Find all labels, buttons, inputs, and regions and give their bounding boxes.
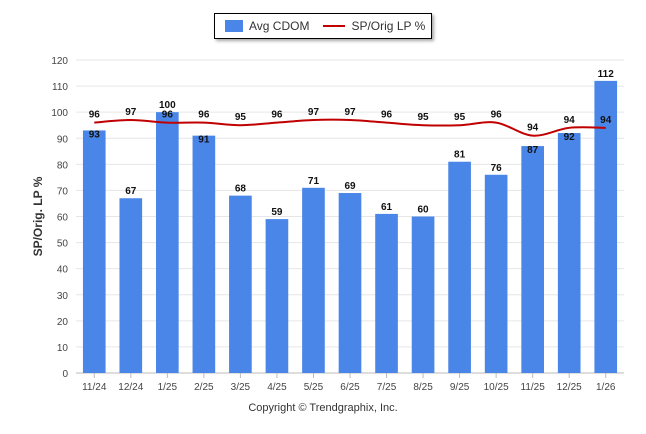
bar-data-label: 92: [564, 132, 576, 143]
y-axis-title: SP/Orig. LP %: [31, 176, 45, 256]
x-tick-label: 10/25: [484, 382, 509, 393]
bar-data-label: 93: [89, 129, 101, 140]
x-tick-label: 1/26: [596, 382, 616, 393]
x-tick-label: 4/25: [267, 382, 287, 393]
bar-avg-cdom: [229, 195, 252, 373]
bar-data-label: 69: [344, 181, 356, 192]
line-data-label: 94: [527, 123, 539, 134]
line-data-label: 96: [162, 110, 174, 121]
y-tick-label: 100: [51, 108, 68, 119]
bar-data-label: 61: [381, 202, 393, 213]
bar-data-label: 87: [527, 145, 539, 156]
legend-item-avg-cdom[interactable]: Avg CDOM: [215, 19, 309, 33]
x-tick-label: 12/25: [557, 382, 582, 393]
y-tick-label: 30: [57, 291, 69, 302]
bar-data-label: 112: [598, 69, 615, 80]
y-tick-label: 120: [51, 56, 68, 67]
x-tick-label: 11/25: [521, 382, 546, 393]
legend-line-swatch: [323, 25, 346, 27]
bar-data-label: 71: [308, 176, 320, 187]
line-sp-orig-lp: [94, 118, 606, 137]
bar-avg-cdom: [82, 130, 106, 373]
bar-avg-cdom: [521, 146, 544, 373]
line-data-label: 95: [454, 112, 466, 123]
y-tick-label: 110: [52, 82, 68, 93]
y-tick-label: 10: [57, 343, 69, 354]
x-tick-label: 12/24: [118, 382, 143, 393]
x-tick-label: 8/25: [413, 382, 433, 393]
line-data-label: 97: [344, 107, 356, 118]
legend-item-sp-orig-lp[interactable]: SP/Orig LP %: [309, 19, 425, 33]
line-data-label: 97: [308, 107, 320, 118]
bar-data-label: 68: [235, 184, 247, 195]
line-data-label: 94: [600, 115, 612, 126]
bar-data-label: 60: [418, 205, 430, 216]
bar-data-label: 81: [454, 150, 466, 161]
bar-avg-cdom: [119, 198, 143, 373]
bar-avg-cdom: [557, 133, 581, 373]
bar-data-label: 67: [125, 186, 137, 197]
legend-label-avg-cdom: Avg CDOM: [249, 19, 310, 33]
y-tick-label: 70: [57, 186, 69, 197]
bar-avg-cdom: [265, 219, 289, 373]
y-tick-label: 50: [57, 239, 69, 250]
x-tick-label: 7/25: [377, 382, 397, 393]
line-data-label: 95: [235, 112, 247, 123]
bar-data-label: 59: [271, 207, 283, 218]
legend-bar-swatch: [225, 20, 243, 32]
line-data-label: 94: [564, 115, 576, 126]
line-data-label: 97: [125, 107, 137, 118]
y-tick-label: 80: [57, 160, 69, 171]
y-tick-label: 20: [57, 317, 69, 328]
line-data-label: 96: [89, 110, 101, 121]
bar-avg-cdom: [302, 187, 325, 373]
bar-avg-cdom: [484, 174, 508, 373]
x-tick-label: 6/25: [340, 382, 360, 393]
bar-avg-cdom: [594, 80, 618, 373]
x-tick-label: 11/24: [82, 382, 107, 393]
chart-legend: Avg CDOM SP/Orig LP %: [214, 13, 432, 39]
y-tick-label: 0: [62, 369, 68, 380]
line-data-label: 95: [418, 112, 430, 123]
y-tick-label: 90: [57, 134, 69, 145]
bar-data-label: 100: [159, 100, 176, 111]
x-tick-label: 3/25: [231, 382, 251, 393]
line-data-label: 96: [198, 110, 210, 121]
bar-avg-cdom: [156, 112, 179, 374]
x-tick-label: 1/25: [158, 382, 178, 393]
bar-avg-cdom: [411, 216, 435, 373]
bar-avg-cdom: [338, 193, 362, 373]
bar-data-label: 76: [491, 163, 503, 174]
legend-label-sp-orig-lp: SP/Orig LP %: [351, 19, 426, 33]
copyright-footer: Copyright © Trendgraphix, Inc.: [248, 402, 398, 414]
line-data-label: 96: [381, 110, 393, 121]
bar-avg-cdom: [375, 213, 398, 373]
line-data-label: 96: [491, 110, 503, 121]
bar-data-label: 91: [198, 135, 210, 146]
bar-avg-cdom: [448, 161, 471, 373]
bar-avg-cdom: [192, 135, 216, 373]
line-data-label: 96: [271, 110, 283, 121]
x-tick-label: 9/25: [450, 382, 470, 393]
y-tick-label: 40: [57, 265, 69, 276]
y-tick-label: 60: [57, 213, 69, 224]
x-tick-label: 5/25: [304, 382, 324, 393]
x-tick-label: 2/25: [194, 382, 214, 393]
